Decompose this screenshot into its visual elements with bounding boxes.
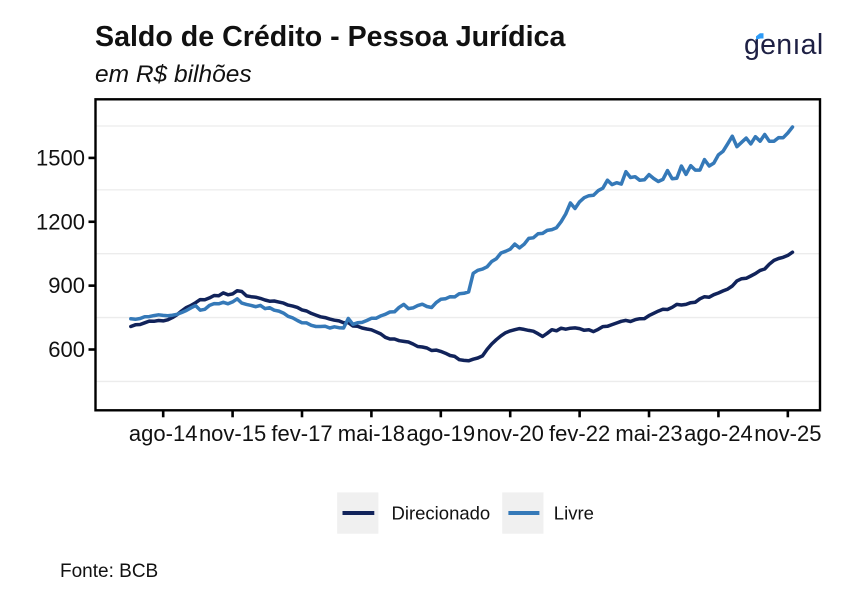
svg-text:fev-17: fev-17 (271, 421, 332, 446)
svg-text:ago-14: ago-14 (129, 421, 198, 446)
svg-text:mai-23: mai-23 (615, 421, 682, 446)
svg-text:1200: 1200 (36, 209, 85, 234)
svg-text:em R$ bilhões: em R$ bilhões (95, 61, 252, 88)
svg-text:ago-19: ago-19 (407, 421, 476, 446)
svg-text:ago-24: ago-24 (684, 421, 753, 446)
svg-text:Saldo de Crédito - Pessoa Jurí: Saldo de Crédito - Pessoa Jurídica (95, 21, 566, 53)
svg-text:Direcionado: Direcionado (392, 503, 491, 524)
svg-text:1500: 1500 (36, 145, 85, 170)
svg-text:600: 600 (48, 337, 85, 362)
svg-text:nov-25: nov-25 (754, 421, 821, 446)
svg-text:900: 900 (48, 273, 85, 298)
svg-text:Livre: Livre (554, 503, 594, 524)
svg-text:fev-22: fev-22 (549, 421, 610, 446)
svg-text:nov-20: nov-20 (477, 421, 544, 446)
svg-text:nov-15: nov-15 (199, 421, 266, 446)
svg-text:mai-18: mai-18 (338, 421, 405, 446)
svg-text:genıal: genıal (744, 29, 823, 61)
svg-text:Fonte: BCB: Fonte: BCB (60, 561, 158, 582)
